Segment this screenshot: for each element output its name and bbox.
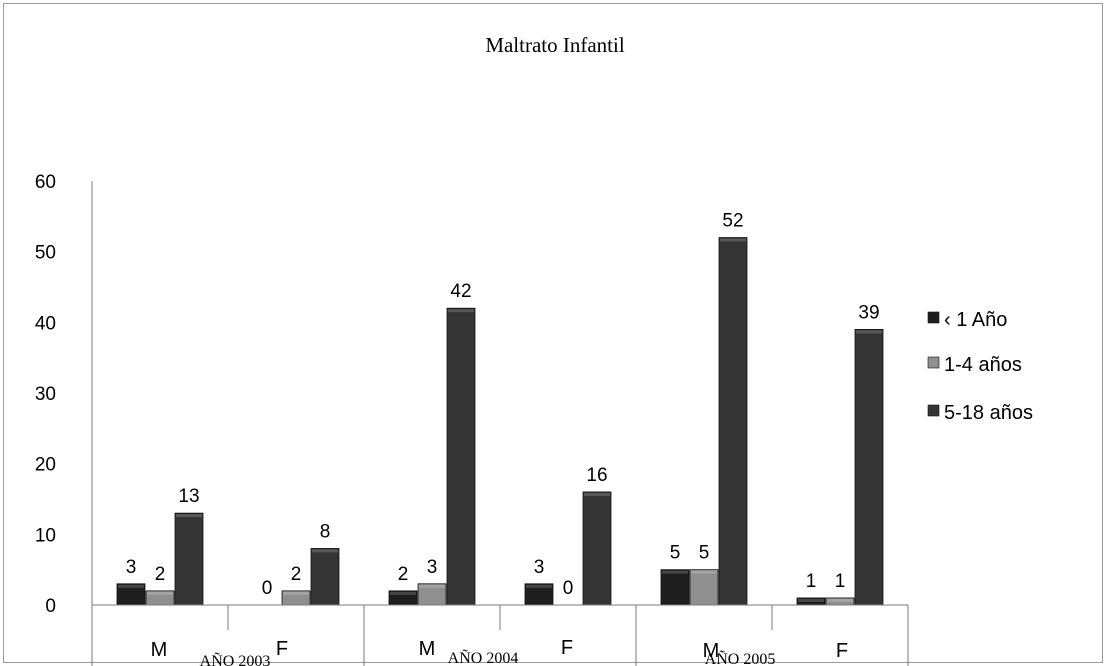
data-label: 42 — [450, 281, 471, 302]
bar-highlight — [118, 584, 144, 588]
bar — [446, 307, 476, 606]
data-label: 39 — [858, 302, 879, 323]
category-label: M — [703, 640, 720, 662]
bar-highlight — [856, 330, 882, 334]
y-tick-label: 60 — [35, 172, 56, 193]
bar — [582, 491, 612, 606]
bar-highlight — [390, 591, 416, 595]
legend: ‹ 1 Año 1-4 años 5-18 años — [927, 309, 1033, 424]
bar — [854, 328, 884, 606]
legend-label: 5-18 años — [944, 402, 1033, 424]
bar-highlight — [147, 591, 173, 595]
data-label: 1 — [835, 571, 846, 592]
category-label: F — [561, 637, 573, 659]
data-label: 0 — [563, 578, 574, 599]
data-label: 0 — [262, 578, 273, 599]
bars-layer — [116, 237, 884, 606]
legend-swatch — [927, 356, 940, 369]
bar — [310, 548, 340, 606]
data-label: 2 — [291, 564, 302, 585]
category-label: M — [419, 638, 436, 660]
data-label: 2 — [398, 564, 409, 585]
bar-highlight — [827, 598, 853, 602]
data-label: 1 — [806, 571, 817, 592]
data-label: 3 — [126, 557, 137, 578]
y-tick-label: 50 — [35, 243, 56, 264]
bar-highlight — [448, 309, 474, 313]
y-tick-label: 0 — [45, 596, 56, 617]
bar-highlight — [691, 570, 717, 574]
bar-highlight — [798, 598, 824, 602]
y-tick-label: 30 — [35, 384, 56, 405]
data-label: 5 — [699, 543, 710, 564]
bar-highlight — [283, 591, 309, 595]
category-label: F — [276, 638, 288, 660]
data-label: 16 — [586, 465, 607, 486]
bar — [660, 569, 690, 606]
bar — [689, 569, 719, 606]
bar-highlight — [176, 514, 202, 518]
bar-highlight — [526, 584, 552, 588]
legend-swatch — [927, 311, 940, 324]
bar-highlight — [720, 238, 746, 242]
group-label: AÑO 2003 — [200, 652, 271, 666]
bar — [174, 512, 204, 606]
bar-highlight — [312, 549, 338, 553]
group-label: AÑO 2004 — [448, 649, 519, 666]
data-label: 3 — [427, 557, 438, 578]
category-label: M — [151, 639, 168, 661]
data-label: 52 — [722, 211, 743, 232]
legend-label: ‹ 1 Año — [944, 309, 1007, 331]
data-label: 3 — [534, 557, 545, 578]
category-label: F — [836, 640, 848, 662]
legend-label: 1-4 años — [944, 354, 1022, 376]
chart-title: Maltrato Infantil — [485, 33, 625, 57]
y-tick-label: 10 — [35, 525, 56, 546]
bar-highlight — [584, 492, 610, 496]
y-tick-label: 20 — [35, 455, 56, 476]
data-label: 2 — [155, 564, 166, 585]
bar — [718, 237, 748, 606]
bar-highlight — [419, 584, 445, 588]
group-label: AÑO 2005 — [705, 650, 776, 666]
legend-swatch — [927, 404, 940, 417]
data-label: 8 — [320, 521, 331, 542]
data-label: 5 — [670, 543, 681, 564]
data-label: 13 — [178, 486, 199, 507]
y-tick-label: 40 — [35, 313, 56, 334]
bar-highlight — [662, 570, 688, 574]
